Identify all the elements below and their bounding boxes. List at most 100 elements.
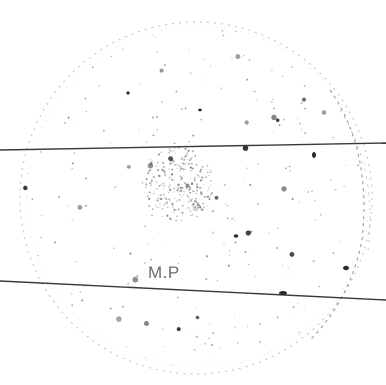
- colony-dot: [189, 166, 193, 169]
- colony-dot: [173, 147, 176, 150]
- speckle: [234, 219, 236, 222]
- colony-dot: [157, 197, 160, 200]
- speckle: [144, 225, 146, 228]
- plate-label: M.P: [148, 263, 180, 282]
- colony-dot: [176, 189, 179, 192]
- speckle: [265, 292, 268, 295]
- colony-dot: [208, 196, 211, 199]
- colony-dot: [168, 168, 170, 170]
- colony-dot: [168, 186, 170, 189]
- speckle: [218, 145, 220, 147]
- colony-dot: [157, 169, 160, 172]
- speckle: [279, 291, 287, 295]
- colony-dot: [158, 204, 160, 206]
- speckle: [146, 195, 149, 197]
- speckle: [276, 316, 279, 319]
- speckle: [170, 188, 172, 190]
- colony-dot: [180, 189, 183, 192]
- speckle: [253, 90, 256, 93]
- speckle: [164, 276, 167, 278]
- colony-dot: [147, 172, 150, 175]
- speckle: [116, 316, 122, 322]
- speckle: [318, 285, 320, 288]
- colony-dot: [193, 178, 196, 181]
- speckle: [151, 359, 153, 361]
- colony-dot: [188, 196, 190, 199]
- speckle: [223, 183, 226, 186]
- colony-dot: [183, 158, 186, 161]
- colony-dot: [193, 207, 195, 210]
- speckle: [176, 296, 179, 299]
- colony-dot: [168, 151, 171, 154]
- colony-dot: [188, 186, 191, 189]
- colony-dot: [148, 182, 150, 184]
- speckle: [58, 195, 61, 198]
- colony-dot: [188, 201, 190, 203]
- speckle: [249, 183, 252, 187]
- colony-dot: [192, 170, 193, 172]
- colony-dot: [182, 205, 184, 207]
- colony-dot: [197, 206, 200, 209]
- speckle: [210, 344, 213, 347]
- speckle: [152, 134, 155, 137]
- speckle: [228, 250, 231, 252]
- speckle: [195, 315, 200, 320]
- colony-dot: [195, 177, 197, 179]
- speckle: [205, 255, 209, 258]
- colony-dot: [156, 188, 158, 190]
- colony-dot: [180, 219, 183, 222]
- colony-dot: [185, 208, 187, 210]
- speckle: [178, 198, 181, 201]
- colony-dot: [193, 204, 195, 206]
- speckle: [85, 177, 88, 180]
- speckle: [271, 114, 277, 121]
- speckle: [231, 57, 233, 59]
- speckle: [297, 117, 299, 119]
- colony-dot: [162, 165, 165, 168]
- speckle: [343, 265, 349, 271]
- colony-dot: [195, 164, 198, 166]
- colony-dot: [178, 165, 181, 168]
- speckle: [281, 75, 284, 78]
- colony-dot: [159, 194, 162, 197]
- colony-dot: [194, 206, 197, 208]
- colony-dot: [189, 199, 192, 202]
- colony-dot: [158, 185, 160, 188]
- colony-dot: [170, 149, 172, 152]
- colony-dot: [203, 206, 205, 208]
- colony-dot: [187, 162, 190, 165]
- colony-dot: [148, 191, 151, 194]
- colony-dot: [189, 157, 193, 161]
- colony-dot: [180, 157, 183, 160]
- colony-dot: [161, 208, 164, 210]
- colony-dot: [158, 184, 161, 187]
- speckle: [71, 162, 74, 165]
- colony-dot: [208, 175, 210, 176]
- colony-dot: [169, 200, 171, 202]
- speckle: [343, 185, 345, 188]
- speckle: [190, 178, 192, 180]
- speckle: [209, 65, 212, 67]
- speckle: [144, 262, 147, 264]
- speckle: [110, 143, 112, 145]
- colony-dot: [206, 171, 209, 174]
- speckle: [188, 140, 191, 143]
- speckle: [246, 78, 249, 81]
- speckle: [156, 129, 158, 131]
- speckle: [320, 213, 322, 216]
- colony-dot: [173, 208, 175, 210]
- speckle: [303, 305, 305, 307]
- speckle: [340, 146, 342, 148]
- speckle: [304, 132, 307, 135]
- speckle: [81, 299, 84, 302]
- colony-dot: [148, 169, 152, 172]
- speckle: [227, 264, 230, 267]
- speckle: [172, 180, 174, 182]
- colony-dot: [172, 207, 174, 209]
- speckle: [147, 243, 149, 245]
- colony-dot: [145, 178, 148, 180]
- speckle: [194, 306, 197, 308]
- speckle: [205, 278, 208, 281]
- speckle: [231, 217, 234, 220]
- colony-dot: [157, 153, 161, 156]
